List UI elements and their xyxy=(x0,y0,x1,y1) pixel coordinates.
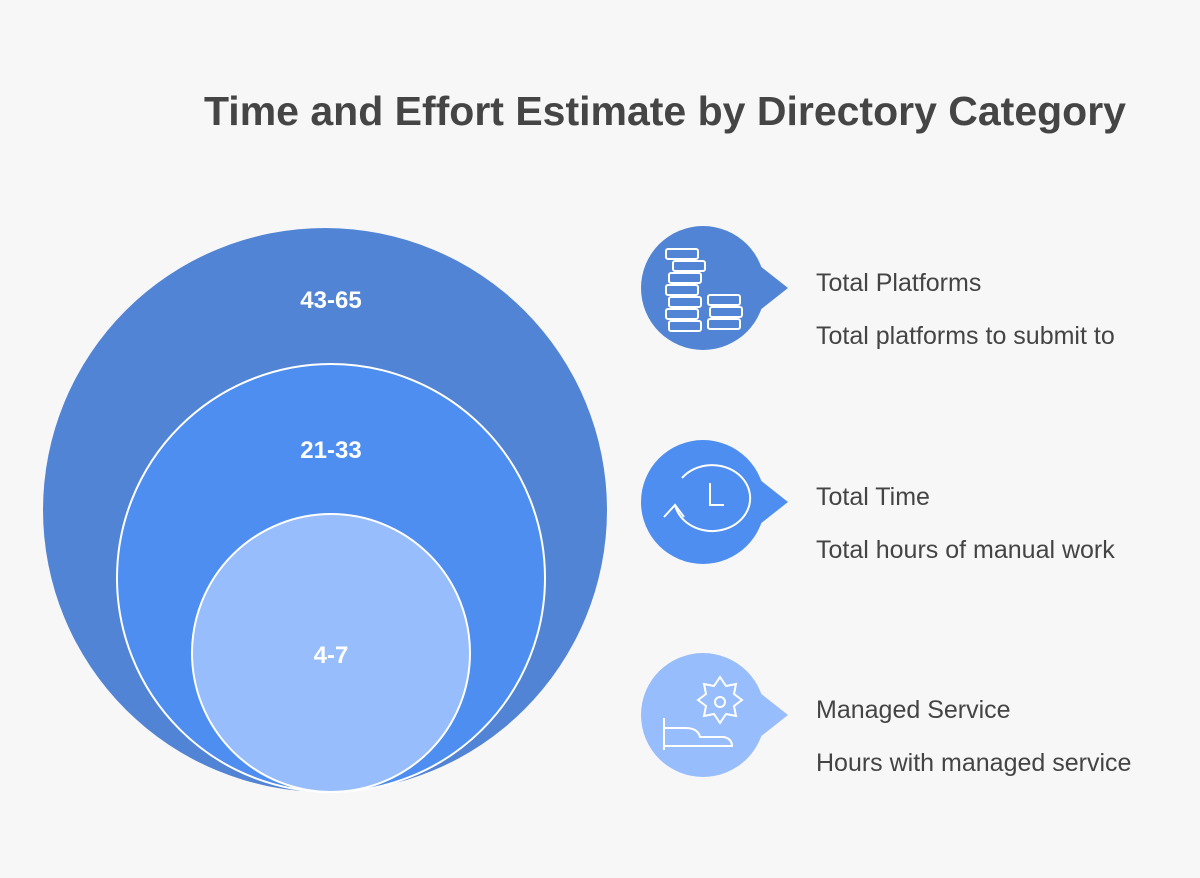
chart-title: Time and Effort Estimate by Directory Ca… xyxy=(204,88,1126,134)
clock-history-icon xyxy=(641,440,788,564)
legend-title-platforms: Total Platforms xyxy=(816,269,982,297)
legend-desc-time: Total hours of manual work xyxy=(816,536,1115,564)
legend-title-managed: Managed Service xyxy=(816,696,1011,724)
inner-circle xyxy=(191,513,471,793)
hand-gear-icon xyxy=(641,653,788,777)
coin-stacks-icon xyxy=(641,226,788,350)
middle-value: 21-33 xyxy=(300,437,361,464)
legend-desc-managed: Hours with managed service xyxy=(816,749,1132,777)
legend-title-time: Total Time xyxy=(816,483,930,511)
outer-value: 43-65 xyxy=(300,287,361,314)
legend-desc-platforms: Total platforms to submit to xyxy=(816,322,1115,350)
inner-value: 4-7 xyxy=(314,642,349,669)
